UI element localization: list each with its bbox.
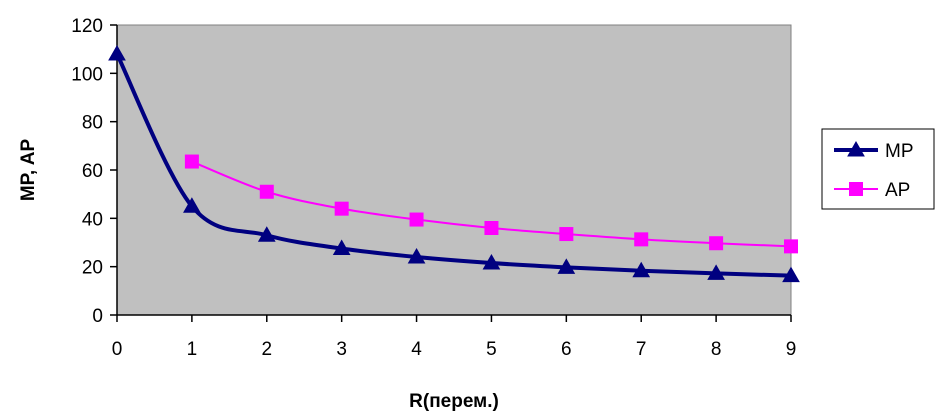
- y-axis-title: MP, AP: [18, 139, 39, 202]
- y-tick-label: 120: [71, 16, 103, 37]
- data-point-ap: [334, 201, 349, 216]
- legend: MP AP: [821, 128, 935, 210]
- data-point-mp: [407, 247, 426, 264]
- y-tick-label: 0: [92, 306, 103, 327]
- y-tick-label: 20: [82, 258, 103, 279]
- data-point-mp: [108, 44, 126, 61]
- legend-box: [821, 128, 935, 210]
- data-point-mp: [482, 254, 501, 270]
- x-tick-label: 3: [336, 339, 347, 360]
- data-point-mp: [257, 226, 276, 242]
- x-tick-label: 6: [561, 339, 572, 360]
- data-point-ap: [184, 154, 199, 169]
- y-axis: 0 20 40 60 80 100 120: [71, 16, 118, 327]
- x-axis: 0 1 2 3 4 5 6 7 8 9: [112, 314, 797, 360]
- y-tick-label: 60: [82, 161, 103, 182]
- y-tick-label: 100: [71, 64, 103, 85]
- y-tick-label: 40: [82, 209, 103, 230]
- x-tick-label: 9: [786, 339, 797, 360]
- data-point-ap: [634, 232, 649, 247]
- data-point-mp: [632, 261, 651, 278]
- x-tick-label: 4: [411, 339, 422, 360]
- data-point-ap: [259, 184, 274, 199]
- x-tick-label: 0: [112, 339, 123, 360]
- data-point-mp: [782, 266, 800, 283]
- data-point-ap: [559, 227, 574, 242]
- legend-label-ap: AP: [885, 180, 910, 201]
- data-point-ap: [784, 239, 798, 254]
- x-tick-label: 8: [711, 339, 722, 360]
- legend-marker-ap: [849, 182, 863, 196]
- series-layer: [108, 44, 800, 283]
- x-tick-label: 1: [187, 339, 198, 360]
- legend-marker-mp: [847, 140, 865, 157]
- legend-label-mp: MP: [885, 141, 914, 162]
- x-tick-label: 2: [261, 339, 272, 360]
- data-point-mp: [183, 197, 201, 213]
- data-point-mp: [332, 239, 351, 256]
- data-point-mp: [557, 258, 576, 274]
- x-axis-title: R(перем.): [409, 391, 499, 412]
- x-tick-label: 7: [636, 339, 647, 360]
- series-mp: [108, 44, 800, 283]
- data-point-ap: [409, 212, 424, 227]
- x-tick-label: 5: [486, 339, 497, 360]
- data-point-mp: [707, 264, 725, 280]
- y-tick-label: 80: [82, 113, 103, 134]
- plot-area: [116, 24, 792, 316]
- data-point-ap: [709, 236, 724, 251]
- series-ap: [184, 154, 798, 254]
- data-point-ap: [484, 221, 499, 235]
